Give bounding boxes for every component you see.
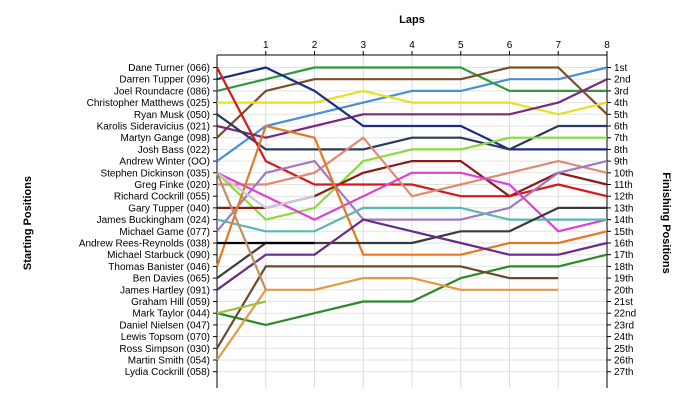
finishing-position-label: 21st [614,297,633,308]
starting-position-label: Martin Smith (054) [128,356,210,367]
driver-series-line [215,172,267,291]
x-tick-label: 7 [555,40,561,51]
starting-position-label: Lydia Cockrill (058) [125,367,210,378]
finishing-position-label: 17th [614,250,633,261]
finishing-position-label: 6th [614,122,628,133]
finishing-position-label: 5th [614,110,628,121]
finishing-position-label: 23rd [614,320,634,331]
starting-position-label: Michael Starbuck (090) [107,250,210,261]
finishing-position-label: 18th [614,262,633,273]
finishing-position-label: 24th [614,332,633,343]
starting-position-label: Lewis Topsom (070) [121,332,210,343]
starting-position-label: Thomas Banister (046) [108,262,210,273]
driver-series-line [216,171,315,209]
starting-position-label: Andrew Winter (OO) [119,157,210,168]
driver-series-line [216,218,608,291]
finishing-position-label: 3rd [614,86,628,97]
x-tick-label: 4 [409,40,415,51]
starting-position-label: Michael Game (077) [119,227,210,238]
finishing-position-label: 4th [614,98,628,109]
starting-position-label: Andrew Rees-Reynolds (038) [79,239,210,250]
starting-position-label: James Hartley (091) [120,285,210,296]
finishing-position-label: 2nd [614,75,631,86]
finishing-position-label: 14th [614,215,633,226]
x-tick-label: 1 [263,40,269,51]
driver-series-line [216,300,267,315]
finishing-position-label: 16th [614,239,633,250]
axis-labels: 1 2 3 4 5 6 7 8 Dane Turner (066)Darren Tupper (… [79,40,636,378]
starting-position-label: James Buckingham (024) [97,215,210,226]
starting-position-label: Ben Davies (065) [133,274,210,285]
finishing-position-label: 7th [614,133,628,144]
starting-position-label: Gary Tupper (040) [128,203,210,214]
finishing-position-label: 20th [614,285,633,296]
starting-position-label: Josh Bass (022) [138,145,210,156]
chart-title: Laps [399,14,425,26]
finishing-position-label: 8th [614,145,628,156]
driver-series-line [217,89,608,116]
starting-position-label: Joel Roundacre (086) [114,86,210,97]
driver-series-line [217,136,608,198]
x-tick-label: 8 [604,40,610,51]
finishing-position-label: 15th [614,227,633,238]
starting-position-label: Martyn Gange (098) [121,133,211,144]
x-tick-label: 2 [312,40,318,51]
x-tick-label: 5 [458,40,464,51]
driver-series-line [216,66,608,139]
starting-position-label: Dane Turner (066) [128,63,210,74]
finishing-position-label: 19th [614,274,633,285]
finishing-position-label: 22nd [614,309,636,320]
finishing-position-label: 10th [614,168,633,179]
starting-position-label: Richard Cockrill (055) [114,192,210,203]
driver-series-line [216,113,607,151]
driver-series-line [216,253,608,326]
finishing-position-label: 9th [614,157,628,168]
finishing-position-label: 25th [614,344,633,355]
driver-series-line [215,124,608,267]
finishing-position-label: 11th [614,180,633,191]
starting-position-label: Mark Taylor (044) [132,309,210,320]
finishing-position-label: 1st [614,63,628,74]
driver-series-line [216,160,608,233]
starting-position-label: Christopher Matthews (025) [87,98,210,109]
driver-series-line [216,265,559,349]
driver-series-line [216,277,559,361]
y-axis-label-left: Starting Positions [22,176,34,270]
series-lines [215,66,608,361]
starting-position-label: Ryan Musk (050) [134,110,210,121]
driver-series-line [216,66,607,151]
starting-position-label: Darren Tupper (096) [119,75,210,86]
y-axis-label-right: Finishing Positions [660,172,672,273]
axes [213,51,611,388]
starting-position-label: Ross Simpson (030) [119,344,210,355]
driver-series-line [216,66,608,162]
finishing-position-label: 27th [614,367,633,378]
driver-series-line [216,206,607,233]
x-tick-label: 6 [507,40,513,51]
starting-position-label: Daniel Nielsen (047) [119,320,210,331]
starting-position-label: Graham Hill (059) [131,297,210,308]
driver-series-line [216,136,607,221]
finishing-position-label: 26th [614,356,633,367]
starting-position-label: Karolis Sideravicius (021) [97,122,210,133]
x-tick-label: 3 [360,40,366,51]
starting-position-label: Greg Finke (020) [134,180,210,191]
driver-series-line [216,78,608,139]
finishing-position-label: 13th [614,203,633,214]
finishing-position-label: 12th [614,192,633,203]
starting-position-label: Stephen Dickinson (035) [100,168,210,179]
